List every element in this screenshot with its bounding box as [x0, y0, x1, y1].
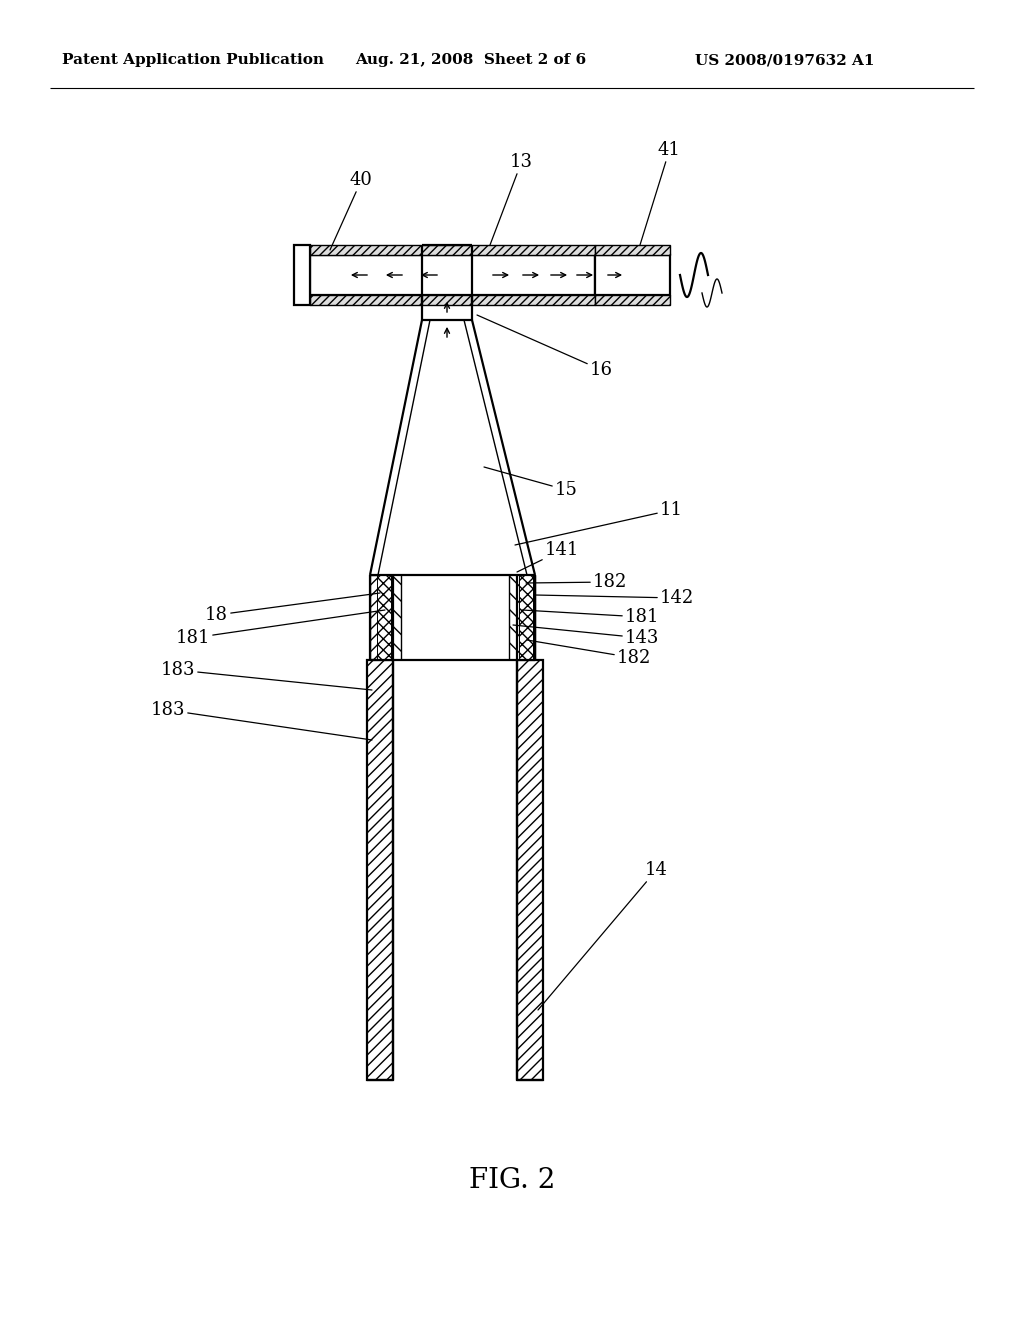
Text: 183: 183	[161, 661, 372, 690]
Text: 40: 40	[330, 172, 373, 249]
Text: 141: 141	[517, 541, 580, 572]
Text: Aug. 21, 2008  Sheet 2 of 6: Aug. 21, 2008 Sheet 2 of 6	[355, 53, 586, 67]
Bar	[401, 576, 509, 660]
Bar	[595, 246, 670, 255]
Text: 13: 13	[490, 153, 534, 246]
Bar	[310, 294, 595, 305]
Text: FIG. 2: FIG. 2	[469, 1167, 555, 1193]
Text: 11: 11	[515, 502, 683, 545]
Text: 182: 182	[527, 640, 651, 667]
Text: 14: 14	[538, 861, 668, 1010]
Bar	[595, 294, 670, 305]
Text: 183: 183	[151, 701, 372, 741]
Bar	[393, 660, 517, 1080]
Bar	[519, 576, 534, 660]
Text: Patent Application Publication: Patent Application Publication	[62, 53, 324, 67]
Text: 41: 41	[640, 141, 681, 246]
Bar	[370, 576, 391, 660]
Bar	[391, 576, 401, 660]
Text: 16: 16	[477, 315, 613, 379]
Text: 15: 15	[484, 467, 578, 499]
Polygon shape	[378, 319, 527, 576]
Bar	[509, 576, 519, 660]
Text: 182: 182	[526, 573, 628, 591]
Text: 142: 142	[535, 589, 694, 607]
Bar	[294, 246, 310, 305]
Text: 18: 18	[205, 593, 380, 624]
Text: US 2008/0197632 A1: US 2008/0197632 A1	[695, 53, 874, 67]
Bar	[517, 660, 543, 1080]
Bar	[367, 660, 393, 1080]
Bar	[534, 576, 535, 660]
Text: 181: 181	[522, 609, 659, 626]
Bar	[310, 255, 595, 294]
Bar	[310, 246, 595, 255]
Text: 181: 181	[175, 610, 385, 647]
Bar	[377, 576, 391, 660]
Text: 143: 143	[513, 624, 659, 647]
Bar	[595, 255, 670, 294]
